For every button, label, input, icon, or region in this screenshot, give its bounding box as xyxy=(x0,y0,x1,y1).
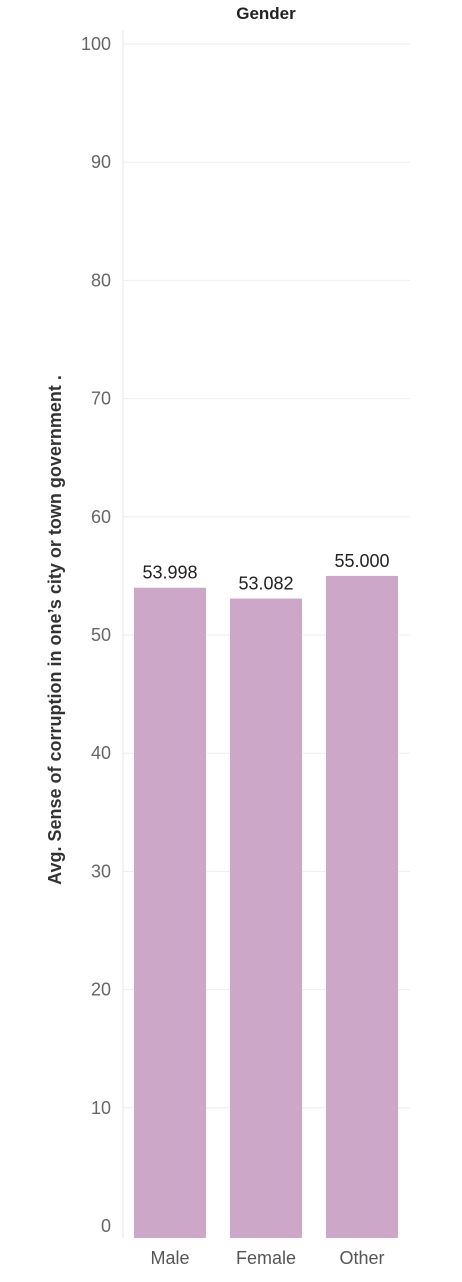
x-tick-label: Other xyxy=(339,1248,384,1268)
y-axis-label: Avg. Sense of corruption in one’s city o… xyxy=(45,375,65,885)
y-tick-label: 50 xyxy=(91,625,111,645)
y-tick-label: 80 xyxy=(91,270,111,290)
y-tick-label: 0 xyxy=(101,1216,111,1236)
y-tick-label: 10 xyxy=(91,1098,111,1118)
data-label: 53.998 xyxy=(142,563,197,583)
bars: 53.998 53.082 55.000 xyxy=(134,551,398,1238)
x-axis-ticks: Male Female Other xyxy=(150,1248,384,1268)
y-tick-label: 70 xyxy=(91,389,111,409)
y-tick-label: 30 xyxy=(91,861,111,881)
x-tick-label: Male xyxy=(150,1248,189,1268)
bar-male xyxy=(134,587,206,1238)
data-label: 55.000 xyxy=(334,551,389,571)
data-label: 53.082 xyxy=(238,574,293,594)
chart-title: Gender xyxy=(236,4,296,23)
y-tick-label: 20 xyxy=(91,980,111,1000)
y-tick-label: 60 xyxy=(91,507,111,527)
x-tick-label: Female xyxy=(236,1248,296,1268)
y-tick-label: 90 xyxy=(91,152,111,172)
bar-female xyxy=(230,598,302,1238)
y-axis-ticks: 0 10 20 30 40 50 60 70 80 90 100 xyxy=(81,34,111,1236)
y-tick-label: 40 xyxy=(91,743,111,763)
y-tick-label: 100 xyxy=(81,34,111,54)
bar-other xyxy=(326,575,398,1238)
